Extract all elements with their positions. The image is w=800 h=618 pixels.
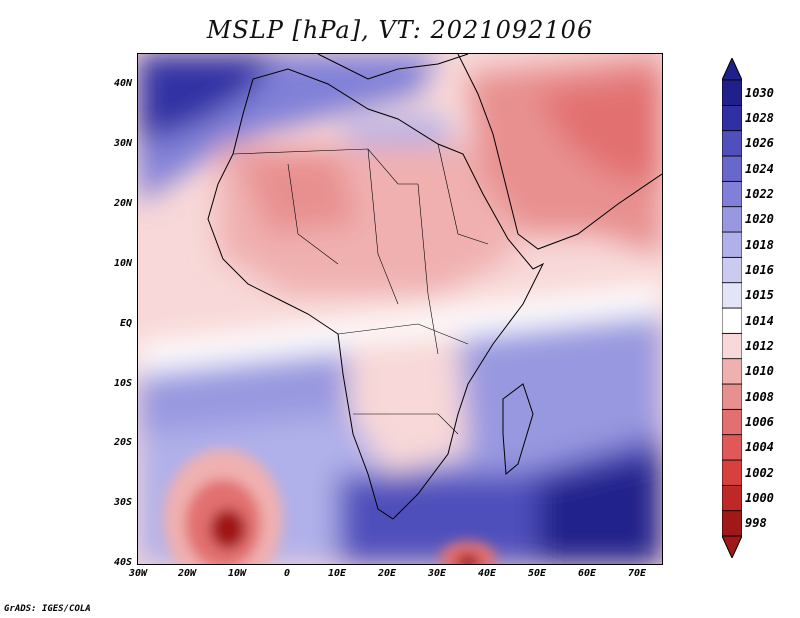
colorbar-swatch bbox=[721, 383, 743, 410]
y-tick-label: 30N bbox=[113, 138, 132, 149]
mslp-map bbox=[137, 53, 663, 565]
colorbar bbox=[721, 56, 743, 560]
x-tick-label: 0 bbox=[283, 568, 291, 579]
colorbar-swatch bbox=[721, 104, 743, 132]
y-tick-label: 10S bbox=[113, 378, 132, 389]
y-tick-label: 30S bbox=[113, 497, 132, 508]
y-tick-label: 40S bbox=[113, 557, 132, 568]
pressure-field bbox=[138, 54, 662, 564]
coastlines bbox=[207, 54, 662, 520]
colorbar-swatch bbox=[721, 358, 743, 385]
colorbar-label: 1020 bbox=[745, 212, 774, 227]
colorbar-swatch bbox=[721, 434, 743, 461]
y-tick-label: 40N bbox=[113, 78, 132, 89]
colorbar-label: 1022 bbox=[745, 187, 774, 201]
colorbar-label: 998 bbox=[745, 516, 767, 531]
x-tick-label: 30W bbox=[128, 568, 148, 579]
colorbar-swatch bbox=[721, 510, 743, 537]
colorbar-swatch bbox=[721, 79, 743, 106]
lows bbox=[163, 449, 496, 564]
y-tick-label: 20N bbox=[113, 198, 132, 209]
colorbar-label: 1006 bbox=[745, 415, 774, 429]
borders bbox=[232, 143, 489, 435]
colorbar-arrow-bottom bbox=[721, 535, 743, 560]
colorbar-label: 1030 bbox=[745, 85, 774, 100]
colorbar-label: 1014 bbox=[745, 313, 774, 328]
colorbar-label: 1016 bbox=[745, 263, 774, 277]
colorbar-label: 1002 bbox=[745, 465, 774, 480]
colorbar-swatch bbox=[721, 484, 743, 512]
y-tick-label: 10N bbox=[113, 258, 132, 269]
x-tick-label: 40E bbox=[477, 568, 497, 579]
colorbar-swatch bbox=[721, 307, 743, 334]
colorbar-label: 1026 bbox=[745, 136, 774, 151]
colorbar-swatch bbox=[721, 155, 743, 182]
mslp-field bbox=[138, 54, 662, 564]
colorbar-swatch bbox=[721, 408, 743, 436]
x-tick-label: 50E bbox=[527, 568, 547, 579]
y-tick-label: 20S bbox=[113, 437, 132, 448]
x-tick-label: 70E bbox=[627, 568, 647, 579]
colorbar-label: 1008 bbox=[745, 389, 774, 404]
x-tick-label: 10W bbox=[227, 568, 247, 579]
colorbar-swatches bbox=[721, 56, 743, 560]
colorbar-label: 1028 bbox=[745, 111, 774, 125]
colorbar-label: 1000 bbox=[745, 491, 774, 505]
y-tick-label: EQ bbox=[119, 318, 132, 329]
colorbar-label: 1010 bbox=[745, 364, 774, 379]
colorbar-label: 1004 bbox=[745, 440, 774, 455]
colorbar-label: 1012 bbox=[745, 339, 774, 353]
x-tick-label: 10E bbox=[327, 568, 347, 579]
colorbar-swatch bbox=[721, 332, 743, 360]
x-tick-label: 20W bbox=[177, 568, 197, 579]
x-tick-label: 60E bbox=[577, 568, 597, 579]
map-title: MSLP [hPa], VT: 2021092106 bbox=[206, 16, 594, 44]
x-tick-label: 20E bbox=[377, 568, 397, 579]
colorbar-arrow-top bbox=[721, 56, 743, 81]
colorbar-swatch bbox=[721, 256, 743, 284]
footer-credit: GrADS: IGES/COLA bbox=[4, 604, 91, 614]
colorbar-swatch bbox=[721, 459, 743, 486]
colorbar-swatch bbox=[721, 282, 743, 309]
colorbar-label: 1024 bbox=[745, 161, 774, 176]
colorbar-swatch bbox=[721, 206, 743, 233]
x-tick-label: 30E bbox=[427, 568, 447, 579]
colorbar-swatch bbox=[721, 231, 743, 258]
colorbar-label: 1018 bbox=[745, 237, 774, 252]
colorbar-label: 1015 bbox=[745, 288, 774, 303]
colorbar-swatch bbox=[721, 130, 743, 157]
colorbar-swatch bbox=[721, 180, 743, 208]
